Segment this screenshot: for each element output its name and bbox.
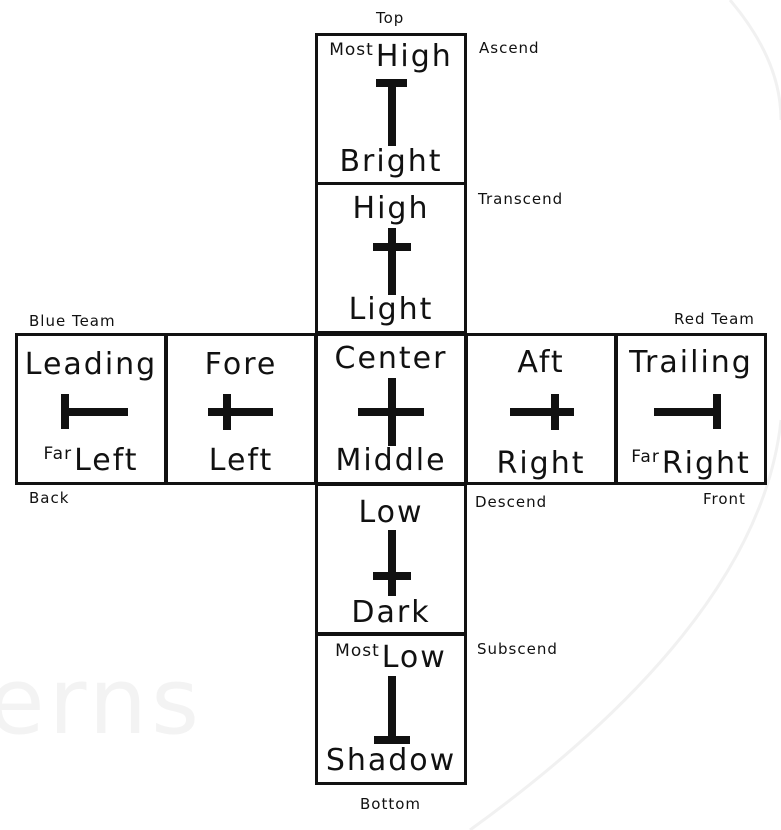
cell-most-low-top: MostLow: [318, 643, 464, 673]
light-label: Light: [348, 292, 434, 327]
cell-trailing: Trailing FarRight: [615, 333, 767, 485]
shadow-label: Shadow: [325, 743, 457, 778]
upper-cross-icon: [373, 228, 411, 295]
most-high-label: High: [375, 39, 453, 74]
trailing-bottom: FarRight: [618, 449, 764, 479]
center-cross-icon: [358, 378, 424, 446]
trailing-label: Trailing: [629, 345, 753, 380]
blue-team-label: Blue Team: [29, 312, 116, 330]
front-label: Front: [703, 490, 746, 508]
bottom-tee-icon: [374, 676, 410, 744]
bottom-label: Bottom: [360, 795, 422, 813]
red-team-label: Red Team: [674, 310, 755, 328]
dark-label: Dark: [351, 595, 431, 630]
most-low-label: Low: [381, 640, 447, 675]
center-label: Center: [334, 341, 448, 376]
lower-cross-icon: [373, 530, 411, 596]
fore-left-label: Left: [208, 443, 274, 478]
leading-label: Leading: [24, 347, 158, 382]
left-tee-icon: [61, 394, 128, 429]
cell-center: Center Middle: [315, 333, 467, 485]
cell-most-high-top: MostHigh: [318, 42, 464, 72]
right-tee-icon: [654, 394, 721, 429]
low-label: Low: [358, 495, 424, 530]
cell-low: Low Dark: [315, 483, 467, 635]
most-high-superscript: Most: [329, 40, 374, 60]
transcend-label: Transcend: [478, 190, 564, 208]
far-right-superscript: Far: [631, 447, 660, 467]
cell-most-high: MostHigh Bright: [315, 33, 467, 185]
high-label: High: [352, 191, 430, 226]
right-cross-icon: [510, 394, 574, 430]
top-label: Top: [376, 9, 405, 27]
left-cross-icon: [208, 394, 273, 430]
fore-label: Fore: [204, 347, 278, 382]
cell-leading: Leading FarLeft: [15, 333, 167, 485]
aft-right-label: Right: [496, 446, 586, 481]
far-right-label: Right: [661, 446, 751, 481]
cell-aft: Aft Right: [465, 333, 617, 485]
far-left-superscript: Far: [43, 444, 73, 464]
aft-label: Aft: [517, 345, 565, 380]
cell-high: High Light: [315, 182, 467, 334]
subscend-label: Subscend: [477, 640, 558, 658]
back-label: Back: [29, 489, 70, 507]
most-low-superscript: Most: [335, 641, 380, 661]
descend-label: Descend: [475, 493, 548, 511]
top-tee-icon: [376, 79, 407, 146]
leading-bottom: FarLeft: [18, 446, 164, 476]
watermark-text: erns: [0, 648, 204, 755]
cell-most-low: MostLow Shadow: [315, 633, 467, 785]
cell-fore: Fore Left: [165, 333, 317, 485]
far-left-label: Left: [74, 443, 139, 478]
most-high-bottom-label: Bright: [339, 144, 443, 179]
middle-label: Middle: [335, 443, 447, 478]
ascend-label: Ascend: [479, 39, 540, 57]
